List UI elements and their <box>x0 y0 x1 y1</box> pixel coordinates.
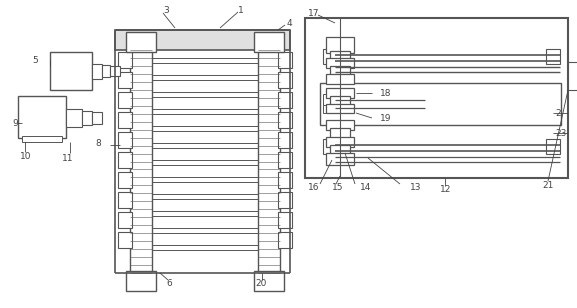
Text: 1: 1 <box>238 6 243 14</box>
Bar <box>326 37 354 53</box>
Text: 4: 4 <box>287 18 293 27</box>
Bar <box>326 153 354 165</box>
Bar <box>118 212 132 228</box>
Text: 8: 8 <box>95 139 101 148</box>
Text: 12: 12 <box>440 185 451 194</box>
Bar <box>102 65 110 77</box>
Bar <box>326 74 354 84</box>
Bar <box>330 66 350 76</box>
Text: 20: 20 <box>255 279 267 289</box>
Bar <box>323 139 337 154</box>
Bar <box>330 96 350 106</box>
Bar <box>92 112 102 124</box>
Text: 6: 6 <box>166 279 172 289</box>
Bar <box>326 137 354 147</box>
Bar <box>254 271 284 291</box>
Bar <box>118 52 132 68</box>
Bar <box>326 104 354 113</box>
Text: 21: 21 <box>542 180 553 189</box>
Bar <box>326 58 354 68</box>
Bar <box>278 212 292 228</box>
Bar <box>258 50 280 273</box>
Bar <box>118 112 132 128</box>
Bar <box>66 109 82 127</box>
Bar <box>546 49 560 64</box>
Text: 18: 18 <box>380 88 392 98</box>
Bar <box>92 64 102 79</box>
Bar <box>330 51 350 59</box>
Bar <box>278 152 292 168</box>
Text: 15: 15 <box>332 184 343 192</box>
Bar <box>305 18 568 178</box>
Bar <box>278 112 292 128</box>
Bar <box>278 172 292 188</box>
Bar <box>118 192 132 208</box>
Bar <box>126 32 156 52</box>
Bar <box>50 52 92 90</box>
Bar <box>278 232 292 248</box>
Bar <box>118 92 132 108</box>
Text: 23: 23 <box>555 128 567 137</box>
Bar <box>323 94 337 105</box>
Bar <box>330 128 350 138</box>
Bar <box>278 92 292 108</box>
Bar <box>278 132 292 148</box>
Text: 5: 5 <box>32 55 38 64</box>
Text: 3: 3 <box>163 6 168 14</box>
Text: 9: 9 <box>12 119 18 128</box>
Bar <box>118 232 132 248</box>
Bar <box>254 32 284 52</box>
Bar <box>326 120 354 130</box>
Bar <box>126 271 156 291</box>
Bar <box>18 96 66 138</box>
Bar <box>118 132 132 148</box>
Text: 14: 14 <box>360 184 372 192</box>
Text: 11: 11 <box>62 153 73 163</box>
Bar <box>326 88 354 98</box>
Bar <box>568 62 577 90</box>
Bar <box>130 50 152 273</box>
Bar <box>278 52 292 68</box>
Bar <box>546 139 560 154</box>
Bar <box>330 145 350 155</box>
Bar <box>118 152 132 168</box>
Bar <box>115 30 290 50</box>
Bar <box>323 49 337 64</box>
Bar <box>118 72 132 88</box>
Bar <box>278 72 292 88</box>
Text: 10: 10 <box>20 152 32 160</box>
Bar <box>22 136 62 142</box>
Text: 13: 13 <box>410 184 422 192</box>
Bar <box>323 102 337 113</box>
Bar <box>320 83 561 125</box>
Bar <box>110 66 120 76</box>
Text: 19: 19 <box>380 114 392 123</box>
Text: 17: 17 <box>308 9 320 18</box>
Bar <box>82 111 92 125</box>
Bar <box>278 192 292 208</box>
Text: 16: 16 <box>308 184 320 192</box>
Bar <box>118 172 132 188</box>
Text: 2: 2 <box>555 108 561 117</box>
